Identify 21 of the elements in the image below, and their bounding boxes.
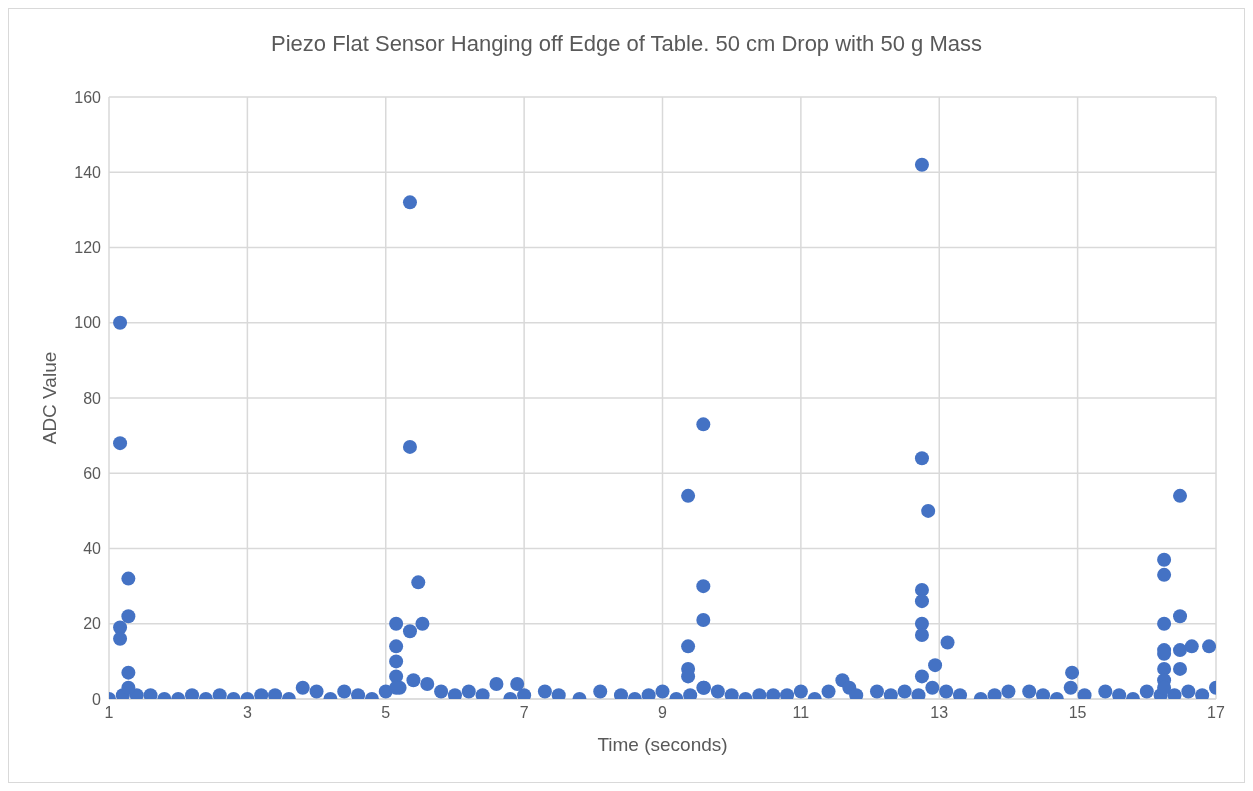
y-tick-label: 160 <box>74 88 102 106</box>
y-tick-label: 140 <box>74 163 102 181</box>
y-tick-label: 120 <box>74 239 102 257</box>
y-tick-label: 100 <box>74 314 102 332</box>
x-axis-title: Time (seconds) <box>597 734 728 755</box>
x-tick-label: 13 <box>930 704 949 722</box>
y-tick-label: 20 <box>83 615 102 633</box>
y-axis-title: ADC Value <box>38 351 60 445</box>
x-tick-label: 15 <box>1068 704 1087 722</box>
y-tick-label: 80 <box>83 389 102 407</box>
x-tick-label: 11 <box>792 704 810 722</box>
y-tick-label: 40 <box>83 540 102 558</box>
x-tick-label: 17 <box>1207 704 1225 722</box>
x-tick-label: 3 <box>242 704 252 722</box>
x-tick-label: 9 <box>658 704 668 722</box>
chart-title: Piezo Flat Sensor Hanging off Edge of Table. 50 cm Drop with 50 g Mass <box>270 30 983 58</box>
x-tick-label: 7 <box>519 704 529 722</box>
x-tick-label: 1 <box>104 704 114 722</box>
y-tick-label: 0 <box>92 690 102 708</box>
y-tick-label: 60 <box>83 464 102 482</box>
x-tick-label: 5 <box>381 704 391 722</box>
